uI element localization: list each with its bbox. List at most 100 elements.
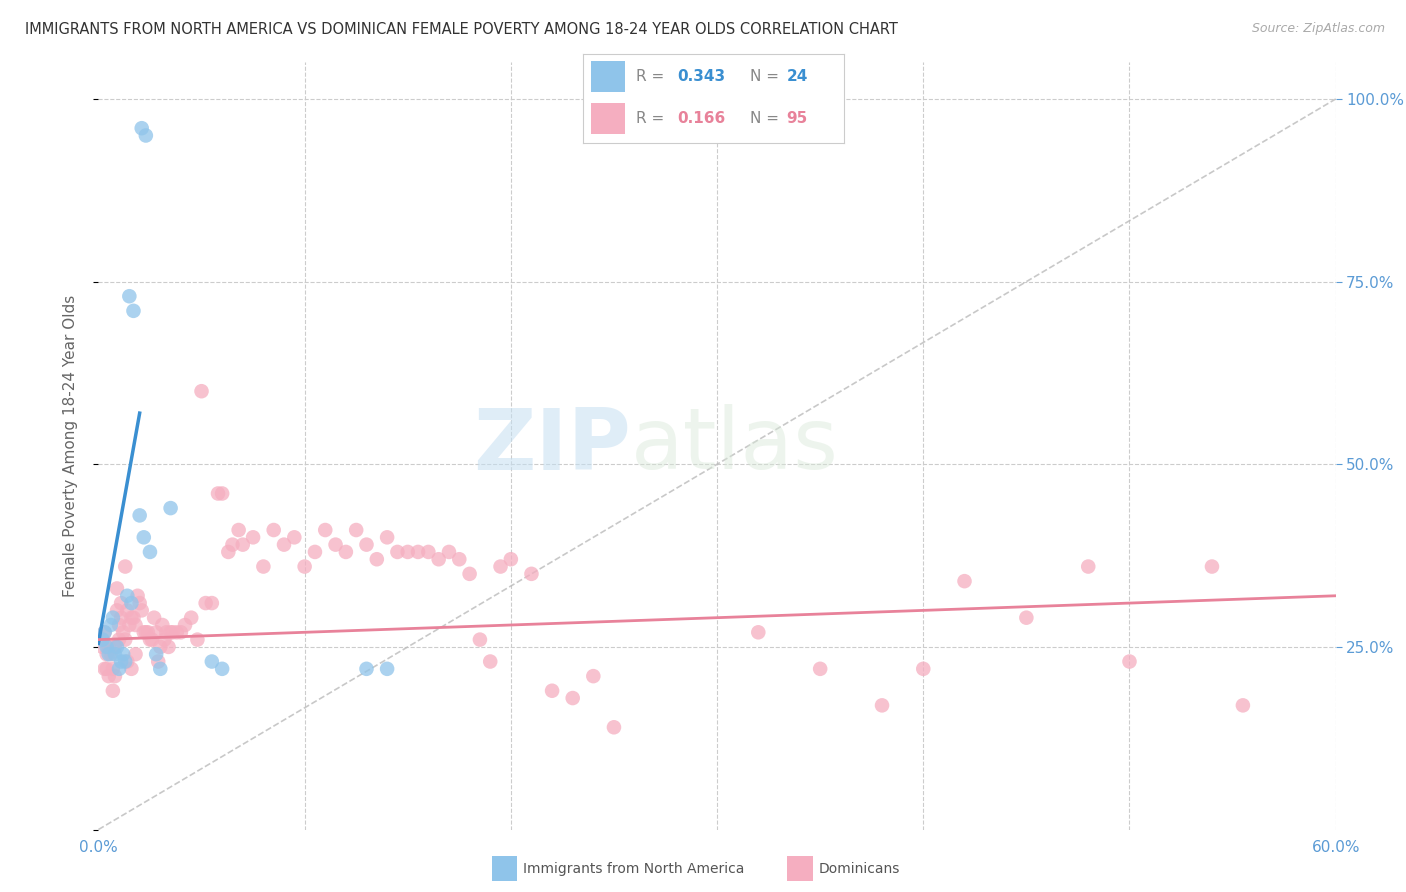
Point (122, 610, 145, 624)
Point (114, 559, 136, 574)
Point (211, 486, 233, 500)
Point (953, 574, 976, 589)
Point (145, 625, 167, 640)
Point (217, 545, 239, 559)
Point (356, 662, 378, 676)
Point (100, 647, 122, 661)
Point (912, 662, 935, 676)
Point (132, 625, 155, 640)
Point (747, 625, 769, 640)
Text: 24: 24 (786, 70, 808, 84)
Point (97, 640, 120, 654)
FancyBboxPatch shape (592, 61, 626, 92)
Point (211, 662, 233, 676)
Point (468, 632, 491, 647)
Point (201, 655, 224, 669)
Point (335, 545, 357, 559)
Point (135, 625, 157, 640)
Point (118, 618, 141, 632)
FancyBboxPatch shape (592, 103, 626, 134)
Point (131, 121, 153, 136)
Point (1232, 698, 1254, 713)
Point (207, 486, 229, 500)
Point (194, 596, 217, 610)
Point (101, 683, 124, 698)
Point (149, 662, 172, 676)
Point (114, 632, 136, 647)
Point (105, 582, 128, 596)
Point (120, 596, 142, 610)
Point (118, 289, 141, 303)
Text: IMMIGRANTS FROM NORTH AMERICA VS DOMINICAN FEMALE POVERTY AMONG 18-24 YEAR OLDS : IMMIGRANTS FROM NORTH AMERICA VS DOMINIC… (25, 22, 898, 37)
Point (155, 625, 177, 640)
Point (153, 632, 176, 647)
Point (131, 603, 153, 617)
Point (108, 632, 131, 647)
Point (1118, 655, 1140, 669)
Point (143, 610, 166, 624)
Point (128, 508, 150, 523)
Point (108, 662, 131, 676)
Point (104, 669, 127, 683)
Point (561, 691, 583, 706)
Text: 95: 95 (786, 112, 807, 126)
Point (93, 625, 115, 640)
Point (418, 545, 440, 559)
Point (170, 625, 193, 640)
Point (93, 662, 115, 676)
Point (242, 530, 264, 544)
Text: Dominicans: Dominicans (818, 862, 900, 876)
Text: 0.166: 0.166 (678, 112, 725, 126)
Text: ZIP: ZIP (472, 404, 630, 488)
Point (128, 596, 150, 610)
Point (221, 538, 243, 552)
Point (139, 632, 162, 647)
Text: Source: ZipAtlas.com: Source: ZipAtlas.com (1251, 22, 1385, 36)
Point (162, 625, 184, 640)
Point (190, 384, 212, 399)
Point (314, 523, 336, 537)
Text: R =: R = (636, 70, 664, 84)
Point (479, 655, 502, 669)
Point (114, 655, 136, 669)
Point (541, 683, 564, 698)
Point (101, 662, 124, 676)
Point (135, 128, 157, 143)
Point (122, 303, 145, 318)
Point (1201, 559, 1223, 574)
Point (499, 552, 522, 566)
Point (427, 552, 450, 566)
Point (96, 647, 118, 661)
Point (120, 662, 142, 676)
Point (91, 632, 114, 647)
Point (110, 610, 132, 624)
Point (124, 647, 146, 661)
Point (96, 640, 118, 654)
Point (91, 640, 114, 654)
Point (201, 596, 224, 610)
Point (1015, 610, 1038, 624)
Point (273, 538, 295, 552)
Point (375, 530, 398, 544)
Point (603, 720, 626, 734)
Point (117, 655, 139, 669)
Text: Immigrants from North America: Immigrants from North America (523, 862, 744, 876)
Point (100, 618, 122, 632)
Point (112, 647, 135, 661)
Point (105, 640, 128, 654)
Point (104, 647, 127, 661)
Point (127, 589, 149, 603)
Point (117, 603, 139, 617)
Point (283, 530, 305, 544)
Point (166, 625, 188, 640)
Point (174, 618, 197, 632)
Point (157, 640, 180, 654)
Point (520, 566, 543, 581)
Point (387, 545, 409, 559)
Point (120, 610, 142, 624)
Point (112, 625, 135, 640)
Point (356, 538, 378, 552)
Point (105, 603, 128, 617)
Point (110, 596, 132, 610)
Point (159, 625, 181, 640)
